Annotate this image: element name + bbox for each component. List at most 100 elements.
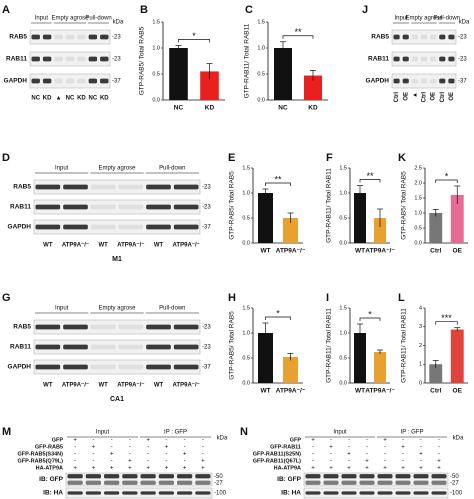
blot-row-label: RAB11 bbox=[10, 204, 31, 211]
y-tick-label: 0.5 bbox=[242, 215, 250, 221]
significance-label: * bbox=[192, 31, 196, 41]
x-tick-label: KD bbox=[205, 105, 215, 112]
significance-label: ** bbox=[366, 171, 374, 181]
bar bbox=[450, 195, 464, 243]
band bbox=[305, 480, 321, 485]
condition-sign: - bbox=[74, 459, 76, 465]
condition-label: GFP bbox=[52, 437, 64, 443]
condition-label: GFP-RAB11(Q67L) bbox=[253, 458, 301, 464]
lane-label: Ctrl bbox=[394, 92, 400, 103]
blot-header: Empty agrose bbox=[98, 166, 136, 172]
lane-label: OE bbox=[431, 92, 437, 101]
panel-letter: H bbox=[228, 292, 236, 304]
band bbox=[393, 34, 400, 40]
lane-label: Ctrl bbox=[422, 92, 428, 103]
condition-label: HA-ATP9A bbox=[274, 465, 301, 471]
y-tick-label: 0.0 bbox=[257, 97, 265, 103]
band bbox=[85, 474, 101, 479]
blot-header: Input bbox=[96, 430, 110, 436]
significance-bracket bbox=[359, 179, 381, 183]
condition-sign: - bbox=[420, 438, 422, 444]
condition-label: GFP-RAB11(S25N) bbox=[253, 451, 301, 457]
condition-sign: - bbox=[92, 438, 94, 444]
condition-sign: + bbox=[365, 466, 369, 472]
condition-label: GFP-RAB5(Q79L) bbox=[17, 458, 63, 464]
kda-unit: kDa bbox=[217, 436, 228, 442]
y-tick-label: 0.0 bbox=[242, 240, 250, 246]
lane-label: KD bbox=[100, 96, 109, 102]
condition-sign: + bbox=[128, 466, 132, 472]
blot-row-label: RAB11 bbox=[368, 56, 389, 63]
condition-sign: - bbox=[202, 438, 204, 444]
band bbox=[448, 78, 455, 84]
band bbox=[158, 474, 174, 479]
blot-strip bbox=[29, 29, 111, 45]
blot-strip bbox=[65, 472, 213, 487]
bar bbox=[354, 333, 366, 383]
band bbox=[439, 34, 446, 40]
y-tick-label: 2 bbox=[419, 343, 422, 349]
band bbox=[413, 474, 429, 479]
lane-label: WT bbox=[99, 243, 109, 249]
band bbox=[173, 184, 199, 190]
band bbox=[173, 324, 199, 330]
blot-row-label: RAB5 bbox=[371, 34, 389, 41]
y-axis-label: GTP-RAB5/ Total RAB5 bbox=[401, 171, 408, 240]
condition-sign: - bbox=[147, 452, 149, 458]
condition-sign: - bbox=[348, 445, 350, 451]
bar bbox=[374, 352, 386, 383]
kda-marker: -23 bbox=[458, 35, 467, 41]
lane-label: NC bbox=[89, 96, 98, 102]
condition-sign: + bbox=[365, 459, 369, 465]
kda-marker: -23 bbox=[202, 325, 211, 331]
y-tick-label: 0.0 bbox=[414, 240, 422, 246]
blot-header: Pull-down bbox=[159, 306, 185, 312]
panel-letter: D bbox=[2, 152, 10, 164]
band bbox=[359, 474, 375, 479]
band bbox=[118, 324, 144, 330]
condition-sign: + bbox=[73, 466, 77, 472]
kda-marker: -37 bbox=[202, 225, 211, 231]
panel-letter: G bbox=[2, 292, 11, 304]
condition-sign: + bbox=[347, 466, 351, 472]
condition-sign: - bbox=[348, 459, 350, 465]
condition-sign: - bbox=[366, 445, 368, 451]
x-tick-label: Ctrl bbox=[430, 388, 441, 395]
blot-strip bbox=[303, 487, 449, 499]
band bbox=[35, 364, 61, 370]
band bbox=[122, 474, 138, 479]
bar bbox=[429, 364, 443, 383]
blot-strip bbox=[33, 219, 201, 235]
band bbox=[146, 364, 171, 370]
band bbox=[411, 56, 418, 62]
y-tick-label: 4 bbox=[419, 305, 422, 311]
condition-sign: - bbox=[402, 459, 404, 465]
condition-sign: - bbox=[438, 445, 440, 451]
y-tick-label: 0.5 bbox=[152, 71, 160, 77]
bar bbox=[258, 333, 273, 383]
y-tick-label: 1.0 bbox=[152, 45, 160, 51]
condition-sign: - bbox=[165, 452, 167, 458]
y-tick-label: 3 bbox=[419, 324, 422, 330]
condition-sign: - bbox=[129, 438, 131, 444]
y-axis-label: GTP-RAB5/ Total RAB5 bbox=[229, 171, 236, 240]
lane-label: Ctrl bbox=[440, 92, 446, 103]
y-tick-label: 1.0 bbox=[339, 330, 347, 336]
kda-marker: -27 bbox=[450, 480, 459, 486]
band bbox=[90, 364, 116, 370]
condition-sign: - bbox=[111, 459, 113, 465]
band bbox=[140, 480, 156, 485]
blot-header: Empty agrose bbox=[98, 306, 136, 312]
significance-bracket bbox=[265, 182, 291, 186]
condition-sign: + bbox=[329, 466, 333, 472]
condition-sign: - bbox=[111, 438, 113, 444]
band bbox=[195, 474, 211, 479]
band bbox=[54, 56, 63, 62]
blot-header: Pull-down bbox=[85, 16, 111, 22]
band bbox=[90, 184, 116, 190]
condition-sign: - bbox=[312, 452, 314, 458]
band bbox=[158, 491, 174, 495]
x-tick-label: ATP9A⁻/⁻ bbox=[276, 388, 306, 395]
bar bbox=[354, 193, 366, 243]
band bbox=[402, 78, 409, 84]
